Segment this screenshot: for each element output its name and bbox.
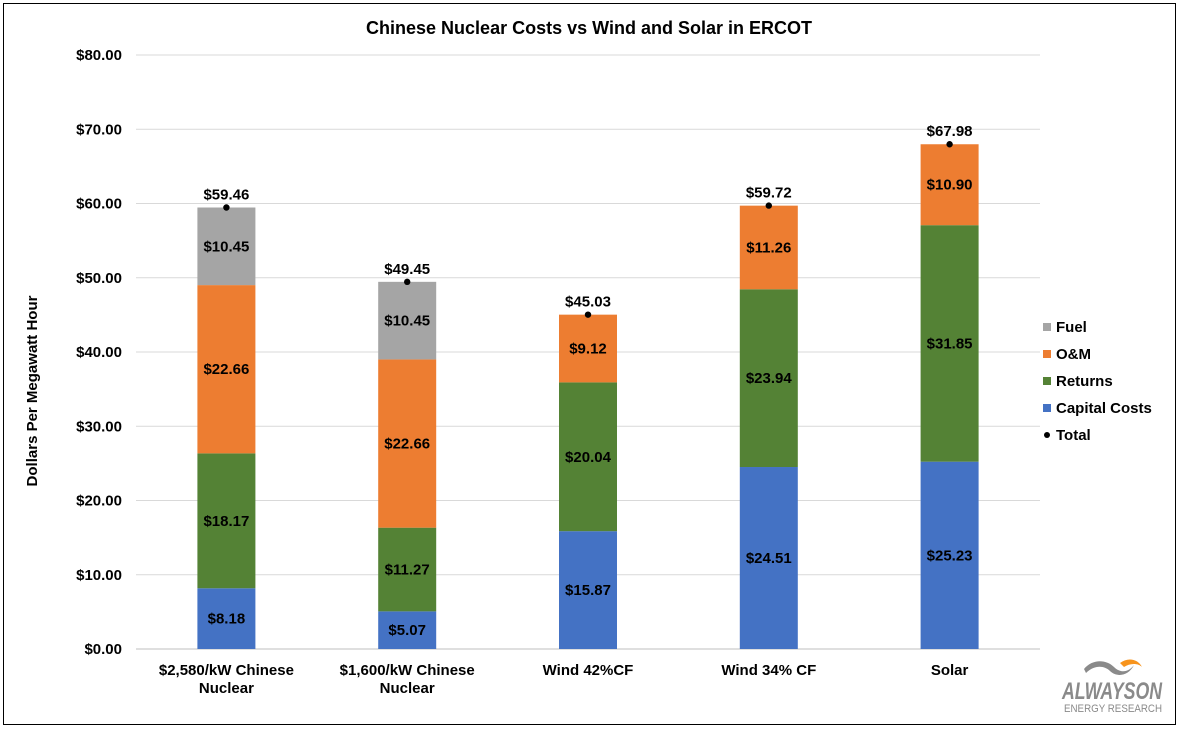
data-label: $22.66 xyxy=(384,436,430,453)
y-tick-label: $60.00 xyxy=(76,196,122,213)
bar-segment xyxy=(378,527,437,612)
bar-segment xyxy=(920,144,979,226)
y-tick-label: $80.00 xyxy=(76,47,122,64)
bar-segment xyxy=(197,453,256,589)
y-tick-label: $0.00 xyxy=(84,641,122,658)
bar-segment xyxy=(920,225,979,462)
stacked-bar-chart: Chinese Nuclear Costs vs Wind and Solar … xyxy=(24,18,1162,715)
data-label: $20.04 xyxy=(565,449,612,466)
data-label: $11.26 xyxy=(746,239,791,256)
total-label: $49.45 xyxy=(384,261,430,278)
total-label: $59.46 xyxy=(203,187,249,204)
logo-swoosh-accent-icon xyxy=(1120,659,1142,667)
data-label: $24.51 xyxy=(746,550,792,567)
bar-segment xyxy=(739,289,798,468)
total-marker xyxy=(946,141,953,148)
x-tick-label: Nuclear xyxy=(380,680,435,697)
data-label: $31.85 xyxy=(927,335,973,352)
bars: $8.18 $18.17 $22.66 $10.45 $5.07 $11.27 $22.66… xyxy=(197,144,979,649)
legend-label: Fuel xyxy=(1056,319,1087,336)
y-axis-ticks: $0.00 $10.00 $20.00 $30.00 $40.00 $50.00 $60.0… xyxy=(76,47,122,658)
data-label: $9.12 xyxy=(569,341,607,358)
y-tick-label: $40.00 xyxy=(76,344,122,361)
bar-segment xyxy=(739,205,798,290)
legend-swatch xyxy=(1043,350,1051,358)
total-label: $59.72 xyxy=(746,185,792,202)
total-label: $45.03 xyxy=(565,294,611,311)
total-marker xyxy=(404,278,411,286)
legend-swatch xyxy=(1043,323,1051,331)
logo-tagline: ENERGY RESEARCH xyxy=(1064,703,1162,715)
total-label: $67.98 xyxy=(927,123,973,140)
x-tick-label: Wind 34% CF xyxy=(721,662,816,679)
legend-label: Capital Costs xyxy=(1056,400,1152,417)
legend-label: Returns xyxy=(1056,373,1113,390)
data-label: $10.90 xyxy=(927,177,973,194)
total-markers: $59.46 $49.45 $45.03 $59.72 $67.98 xyxy=(203,123,973,318)
bar-segment xyxy=(920,461,979,649)
data-label: $23.94 xyxy=(746,370,793,387)
total-marker xyxy=(765,202,772,209)
bar-segment xyxy=(197,285,256,454)
y-tick-label: $10.00 xyxy=(76,567,122,584)
y-tick-label: $50.00 xyxy=(76,270,122,287)
always-on-logo: ALWAYSON ENERGY RESEARCH xyxy=(1061,659,1162,715)
data-label: $22.66 xyxy=(203,361,249,378)
x-tick-label: Nuclear xyxy=(199,680,254,697)
data-label: $11.27 xyxy=(385,562,430,579)
bar-segment xyxy=(197,207,256,286)
x-tick-label: $1,600/kW Chinese xyxy=(340,662,475,679)
data-label: $18.17 xyxy=(203,513,249,530)
legend-label: O&M xyxy=(1056,346,1091,363)
data-label: $5.07 xyxy=(388,622,426,639)
logo-swoosh-icon xyxy=(1084,661,1134,675)
y-axis-label: Dollars Per Megawatt Hour xyxy=(24,295,41,486)
bar-segment xyxy=(197,588,256,649)
x-tick-label: Wind 42%CF xyxy=(543,662,634,679)
bar-segment xyxy=(739,467,798,649)
x-tick-label: Solar xyxy=(931,662,969,679)
bar-segment xyxy=(378,281,437,360)
y-tick-label: $30.00 xyxy=(76,418,122,435)
bar-segment xyxy=(378,359,437,528)
bar-segment xyxy=(559,382,617,532)
legend: Fuel O&M Returns Capital Costs Total xyxy=(1043,319,1152,444)
total-marker xyxy=(584,311,592,318)
y-tick-label: $20.00 xyxy=(76,493,122,510)
legend-marker-total xyxy=(1044,432,1050,438)
legend-swatch xyxy=(1043,404,1051,412)
chart-frame: Chinese Nuclear Costs vs Wind and Solar … xyxy=(3,3,1176,725)
data-label: $15.87 xyxy=(565,582,611,599)
x-tick-label: $2,580/kW Chinese xyxy=(159,662,294,679)
data-label: $8.18 xyxy=(208,611,246,628)
data-label: $10.45 xyxy=(384,313,430,330)
bar-segment xyxy=(559,531,617,649)
bar-segment xyxy=(378,611,437,649)
data-label: $10.45 xyxy=(203,238,249,255)
chart-title: Chinese Nuclear Costs vs Wind and Solar … xyxy=(366,18,812,38)
logo-text: ALWAYSON xyxy=(1061,678,1162,705)
legend-swatch xyxy=(1043,377,1051,385)
y-tick-label: $70.00 xyxy=(76,121,122,138)
data-label: $25.23 xyxy=(927,547,973,564)
bar-segment xyxy=(559,314,617,383)
legend-label: Total xyxy=(1056,427,1091,444)
total-marker xyxy=(223,204,230,211)
